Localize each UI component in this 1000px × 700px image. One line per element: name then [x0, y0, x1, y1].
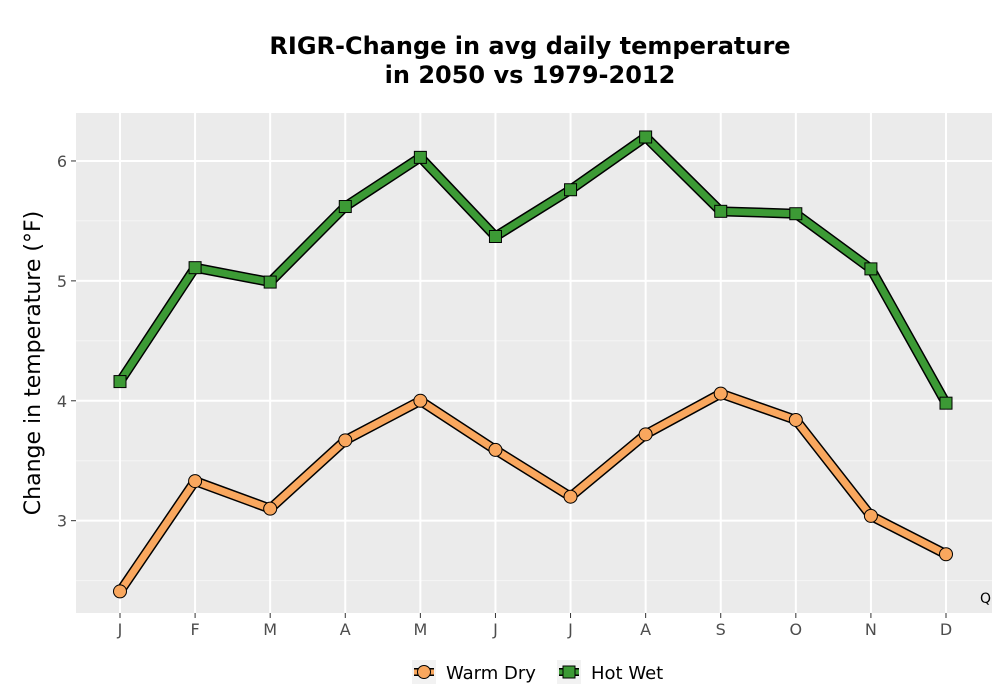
- chart-title-line: RIGR-Change in avg daily temperature: [269, 32, 790, 60]
- data-point: [113, 584, 127, 599]
- series-line: [116, 133, 950, 407]
- x-tick-label: A: [340, 620, 351, 639]
- data-point: [263, 275, 277, 289]
- legend-marker: [417, 665, 431, 679]
- x-tick-label: M: [263, 620, 277, 639]
- x-tick-label: O: [790, 620, 803, 639]
- x-tick-label: S: [716, 620, 726, 639]
- legend-item-warm-dry: Warm Dry: [412, 660, 536, 684]
- series-layer: [113, 130, 953, 599]
- series-line: [116, 390, 950, 595]
- data-point: [413, 393, 428, 408]
- data-point: [789, 207, 803, 221]
- legend: Warm Dry Hot Wet: [412, 660, 663, 684]
- x-tick-label: J: [492, 620, 498, 639]
- data-point: [113, 375, 127, 389]
- data-point: [263, 501, 278, 516]
- data-point: [188, 474, 203, 489]
- data-point: [639, 130, 653, 144]
- y-axis: 3 4 5 6: [57, 152, 76, 531]
- minor-gridlines: [76, 220, 992, 582]
- data-point: [188, 261, 202, 275]
- plot-panel: [76, 113, 992, 613]
- corner-note: Q: [980, 591, 991, 607]
- x-tick-label: J: [117, 620, 123, 639]
- series-hot-wet: [113, 130, 953, 410]
- data-point: [563, 489, 578, 504]
- data-point: [338, 433, 353, 448]
- x-tick-label: F: [190, 620, 199, 639]
- chart-title-line: in 2050 vs 1979-2012: [385, 61, 676, 89]
- legend-label: Warm Dry: [446, 663, 536, 684]
- x-tick-label: J: [567, 620, 573, 639]
- y-tick-label: 5: [57, 272, 67, 291]
- data-point: [638, 427, 653, 442]
- legend-label: Hot Wet: [591, 663, 663, 684]
- data-point: [564, 183, 578, 197]
- y-tick-label: 6: [57, 152, 67, 171]
- x-tick-label: D: [940, 620, 952, 639]
- major-gridlines: [76, 113, 992, 613]
- data-point: [864, 262, 878, 276]
- x-tick-label: M: [413, 620, 427, 639]
- data-point: [713, 386, 728, 401]
- legend-item-hot-wet: Hot Wet: [557, 660, 663, 684]
- data-point: [939, 547, 953, 562]
- series-warm-dry: [113, 386, 953, 599]
- y-tick-label: 4: [57, 392, 67, 411]
- y-tick-label: 3: [57, 512, 67, 531]
- data-point: [338, 200, 352, 214]
- data-point: [788, 412, 803, 427]
- data-point: [863, 508, 878, 523]
- data-point: [413, 150, 427, 164]
- y-axis-label: Change in temperature (°F): [21, 211, 46, 515]
- x-tick-label: N: [865, 620, 877, 639]
- data-point: [488, 230, 502, 244]
- data-point: [714, 204, 728, 218]
- legend-marker: [562, 665, 576, 679]
- x-tick-label: A: [640, 620, 651, 639]
- data-point: [488, 442, 503, 457]
- data-point: [939, 396, 953, 410]
